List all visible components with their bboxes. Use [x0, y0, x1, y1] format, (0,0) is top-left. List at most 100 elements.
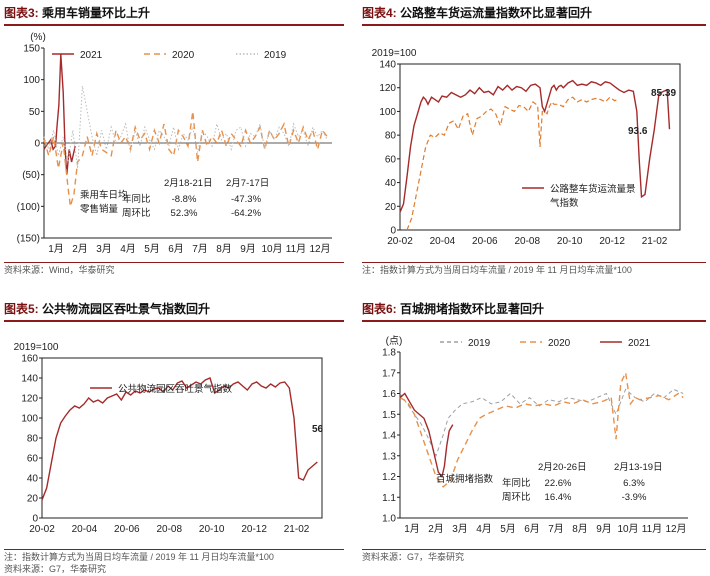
annotation-row-name: 周环比 — [122, 207, 151, 219]
annotation-row-name: 年同比 — [502, 477, 531, 489]
source-text-2: 资料来源：G7，华泰研究 — [4, 564, 107, 574]
source-text: 注：指数计算方式为当周日均车流量 / 2019 年 11 月日均车流量*100 — [4, 552, 274, 562]
y-tick-label: 1.5 — [382, 410, 396, 421]
x-tick-label: 5月 — [144, 243, 160, 255]
x-tick-label: 20-06 — [114, 524, 140, 535]
chart-svg: 1.8 1.7 1.6 1.5 1.4 1.3 1.2 1.1 1.0 (点) 1月 2月 3月 4月 5月… — [382, 335, 688, 535]
x-tick-label: 20-10 — [557, 236, 583, 247]
y-tick-label: 20 — [385, 202, 397, 213]
end-value-label: 93.6 — [628, 126, 648, 137]
x-tick-label: 21-02 — [642, 236, 668, 247]
x-tick-label: 20-04 — [430, 236, 456, 247]
legend-label: 2019 — [264, 50, 287, 61]
x-tick-label: 2月 — [72, 243, 88, 255]
x-tick-label: 20-10 — [199, 524, 225, 535]
annotation-value: -64.2% — [231, 208, 262, 219]
y-tick-label: 40 — [27, 474, 39, 485]
annotation-value: -3.9% — [622, 492, 647, 503]
annotation-value: 22.6% — [545, 478, 572, 489]
y-tick-label: 50 — [29, 107, 41, 118]
title-rule — [4, 320, 344, 322]
source-rule — [4, 262, 344, 263]
annotation-value: -47.3% — [231, 194, 262, 205]
x-tick-label: 12月 — [309, 243, 330, 255]
y-tick-label: 100 — [21, 414, 38, 425]
panel-title: 图表6: 百城拥堵指数环比显著回升 — [362, 300, 706, 320]
panel-title-text: 乘用车销量环比上升 — [42, 6, 151, 20]
plot-frame — [399, 63, 681, 231]
end-value-label: 56 — [312, 424, 324, 435]
annotation-period: 2月18-21日 — [164, 178, 213, 189]
panel-label: 图表5: — [4, 302, 39, 316]
title-rule — [362, 24, 706, 26]
x-tick-label: 7月 — [548, 523, 564, 535]
y-tick-label: 60 — [27, 454, 39, 465]
series-line-公共物流园区吞吐景气指数 — [41, 377, 318, 501]
annotation-value: 52.3% — [171, 208, 198, 219]
x-tick-label: 20-02 — [29, 524, 55, 535]
x-tick-label: 12月 — [665, 523, 686, 535]
chart-panel-truck-freight: 图表4: 公路整车货运流量指数环比显著回升 140 120 100 80 60 40 20 0… — [362, 4, 706, 275]
y-axis-label: 2019=100 — [14, 342, 59, 353]
series-line-2020 — [399, 370, 684, 488]
source-text: 资料来源：Wind，华泰研究 — [4, 265, 115, 275]
panel-title: 图表4: 公路整车货运流量指数环比显著回升 — [362, 4, 706, 24]
chart-svg: 150 100 50 0 (50) (100) (150) (%) 1月 2月 3月 4月 5月 6月 7月… — [17, 32, 332, 255]
annotation-row-name: 年同比 — [122, 193, 151, 205]
y-tick-label: 60 — [385, 154, 397, 165]
series-line-2019 — [399, 388, 684, 458]
chart-panel-car-sales: 图表3: 乘用车销量环比上升 150 100 50 0 (50) (100) (150) (%… — [4, 4, 344, 275]
panel-title-text: 公路整车货运流量指数环比显著回升 — [400, 6, 593, 20]
legend-label: 公共物流园区吞吐景气指数 — [118, 383, 233, 395]
y-tick-label: 150 — [23, 44, 40, 55]
x-tick-label: 20-12 — [599, 236, 625, 247]
annotation-value: 16.4% — [545, 492, 572, 503]
y-axis-label: 2019=100 — [372, 48, 417, 59]
annotation-value: -8.8% — [172, 194, 197, 205]
x-tick-label: 11月 — [286, 243, 306, 255]
panel-label: 图表4: — [362, 6, 397, 20]
y-tick-label: 1.7 — [382, 368, 396, 379]
source-rule — [362, 262, 706, 263]
y-tick-label: 120 — [21, 394, 38, 405]
series-line-2021 — [43, 54, 76, 175]
y-tick-label: 0 — [390, 226, 396, 237]
x-tick-label: 8月 — [572, 523, 588, 535]
x-tick-label: 1月 — [48, 243, 64, 255]
legend-label: 气指数 — [550, 197, 579, 209]
x-tick-label: 20-08 — [156, 524, 182, 535]
y-tick-label: 140 — [21, 374, 38, 385]
source-rule — [362, 549, 706, 550]
x-tick-label: 10月 — [261, 243, 282, 255]
x-tick-label: 6月 — [524, 523, 540, 535]
x-tick-label: 20-08 — [514, 236, 540, 247]
y-tick-label: 100 — [23, 75, 40, 86]
y-tick-label: 120 — [379, 83, 396, 94]
y-axis-label: (%) — [30, 32, 46, 43]
x-tick-label: 3月 — [452, 523, 468, 535]
chart-panel-logistics-park: 图表5: 公共物流园区吞吐景气指数回升 160 140 120 100 80 60 40 20… — [4, 300, 344, 574]
legend-label: 2020 — [548, 338, 571, 349]
annotation-label: 零售销量 — [80, 203, 119, 215]
x-tick-label: 20-02 — [387, 236, 413, 247]
panel-label: 图表6: — [362, 302, 397, 316]
y-tick-label: 0 — [32, 514, 38, 525]
legend-label: 2021 — [80, 50, 103, 61]
annotation-period: 2月7-17日 — [226, 178, 269, 189]
y-tick-label: 0 — [34, 139, 40, 150]
y-tick-label: 40 — [385, 178, 397, 189]
y-tick-label: 1.4 — [382, 431, 396, 442]
y-tick-label: 80 — [27, 434, 39, 445]
x-tick-label: 3月 — [96, 243, 112, 255]
title-rule — [362, 320, 706, 322]
series-line-2020 — [43, 111, 328, 207]
x-tick-label: 1月 — [404, 523, 420, 535]
y-tick-label: 1.1 — [382, 493, 396, 504]
panel-title: 图表3: 乘用车销量环比上升 — [4, 4, 344, 24]
x-tick-label: 7月 — [192, 243, 208, 255]
chart-panel-congestion: 图表6: 百城拥堵指数环比显著回升 1.8 1.7 1.6 1.5 1.4 1.3 1.2 1… — [362, 300, 706, 574]
x-tick-label: 9月 — [240, 243, 256, 255]
y-tick-label: 100 — [379, 107, 396, 118]
panel-title-text: 百城拥堵指数环比显著回升 — [400, 302, 545, 316]
series-line-2019 — [43, 85, 328, 169]
